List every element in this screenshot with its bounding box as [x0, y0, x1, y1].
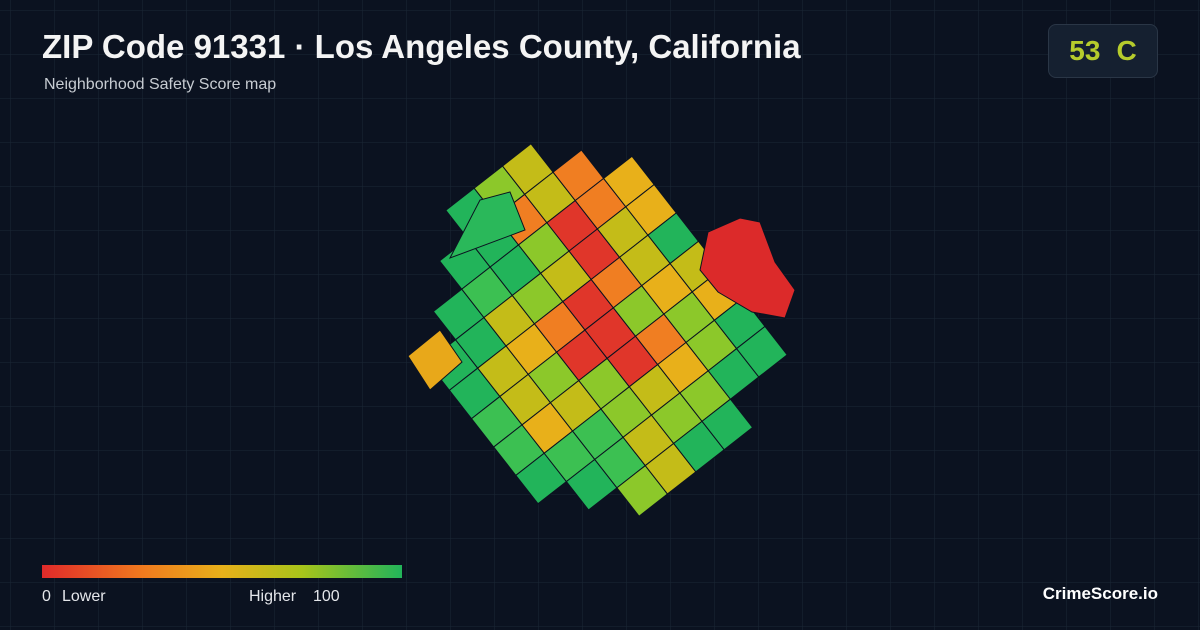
score-badge: 53 C	[1048, 24, 1158, 78]
map-block	[699, 217, 796, 319]
legend-bar	[42, 565, 402, 578]
map-block	[701, 398, 754, 451]
subtitle: Neighborhood Safety Score map	[44, 76, 277, 93]
title: ZIP Code 91331 · Los Angeles County, Cal…	[42, 28, 801, 65]
map-block	[735, 325, 788, 378]
map-block	[448, 191, 526, 259]
score: 53	[1069, 35, 1101, 66]
map-block	[407, 329, 463, 391]
brand: CrimeScore.io	[1042, 584, 1158, 603]
legend-max: 100	[313, 588, 340, 605]
legend-min-label: Lower	[62, 588, 106, 605]
map-blocks	[426, 143, 788, 517]
grade: C	[1116, 35, 1137, 66]
legend-max-label: Higher	[249, 588, 297, 605]
legend-min: 0	[42, 588, 51, 605]
